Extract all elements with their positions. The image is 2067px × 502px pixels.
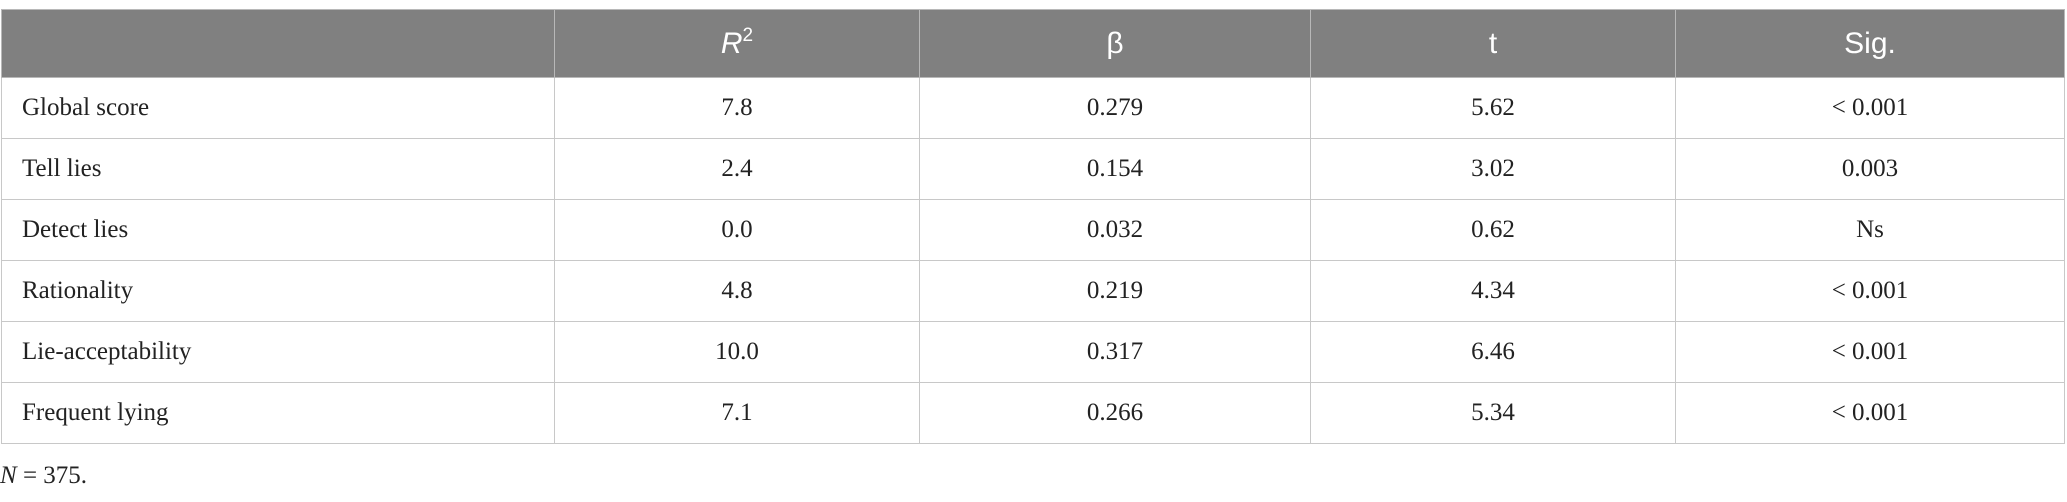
table-cell: 0.154 [919, 138, 1311, 200]
table-cell: 4.34 [1310, 260, 1676, 322]
table-cell: 2.4 [554, 138, 920, 200]
table-cell: < 0.001 [1675, 77, 2065, 139]
row-label: Tell lies [1, 138, 555, 200]
footnote-variable: N [0, 462, 17, 489]
table-cell: < 0.001 [1675, 260, 2065, 322]
header-cell [1, 9, 555, 78]
table-cell: 0.317 [919, 321, 1311, 383]
table-cell: 7.1 [554, 382, 920, 444]
header-cell: Sig. [1675, 9, 2065, 78]
results-table: R2 β t Sig. Global score 7.8 0.279 5.62 < 0.001… [1, 9, 2065, 444]
table-cell: 0.003 [1675, 138, 2065, 200]
header-row: R2 β t Sig. [1, 9, 2065, 78]
table-row: Lie-acceptability 10.0 0.317 6.46 < 0.001 [1, 321, 2065, 383]
row-label: Global score [1, 77, 555, 139]
table-row: Frequent lying 7.1 0.266 5.34 < 0.001 [1, 382, 2065, 444]
row-label: Rationality [1, 260, 555, 322]
table-cell: 0.032 [919, 199, 1311, 261]
header-cell: R2 [554, 9, 920, 78]
table-cell: 4.8 [554, 260, 920, 322]
header-text: β [1106, 26, 1124, 60]
table-row: Tell lies 2.4 0.154 3.02 0.003 [1, 138, 2065, 200]
row-label: Detect lies [1, 199, 555, 261]
header-cell: β [919, 9, 1311, 78]
footnote-text: = 375. [16, 462, 88, 489]
table-row: Rationality 4.8 0.219 4.34 < 0.001 [1, 260, 2065, 322]
table-cell: 7.8 [554, 77, 920, 139]
table-cell: 5.34 [1310, 382, 1676, 444]
header-text: Sig. [1844, 26, 1896, 60]
table-cell: 0.219 [919, 260, 1311, 322]
row-label: Lie-acceptability [1, 321, 555, 383]
table-body: Global score 7.8 0.279 5.62 < 0.001 Tell lies… [1, 77, 2065, 444]
table-cell: 0.0 [554, 199, 920, 261]
row-label: Frequent lying [1, 382, 555, 444]
table-cell: < 0.001 [1675, 321, 2065, 383]
table-cell: < 0.001 [1675, 382, 2065, 444]
table-cell: 5.62 [1310, 77, 1676, 139]
table-cell: 0.279 [919, 77, 1311, 139]
table-cell: 0.62 [1310, 199, 1676, 261]
table-cell: 10.0 [554, 321, 920, 383]
table-cell: 0.266 [919, 382, 1311, 444]
table-cell: 6.46 [1310, 321, 1676, 383]
header-text: R [720, 26, 743, 60]
header-text: t [1488, 26, 1498, 60]
header-superscript: 2 [742, 24, 754, 46]
table-row: Global score 7.8 0.279 5.62 < 0.001 [1, 77, 2065, 139]
header-cell: t [1310, 9, 1676, 78]
table-cell: Ns [1675, 199, 2065, 261]
footnote: N = 375. [0, 462, 87, 490]
table-cell: 3.02 [1310, 138, 1676, 200]
table-row: Detect lies 0.0 0.032 0.62 Ns [1, 199, 2065, 261]
